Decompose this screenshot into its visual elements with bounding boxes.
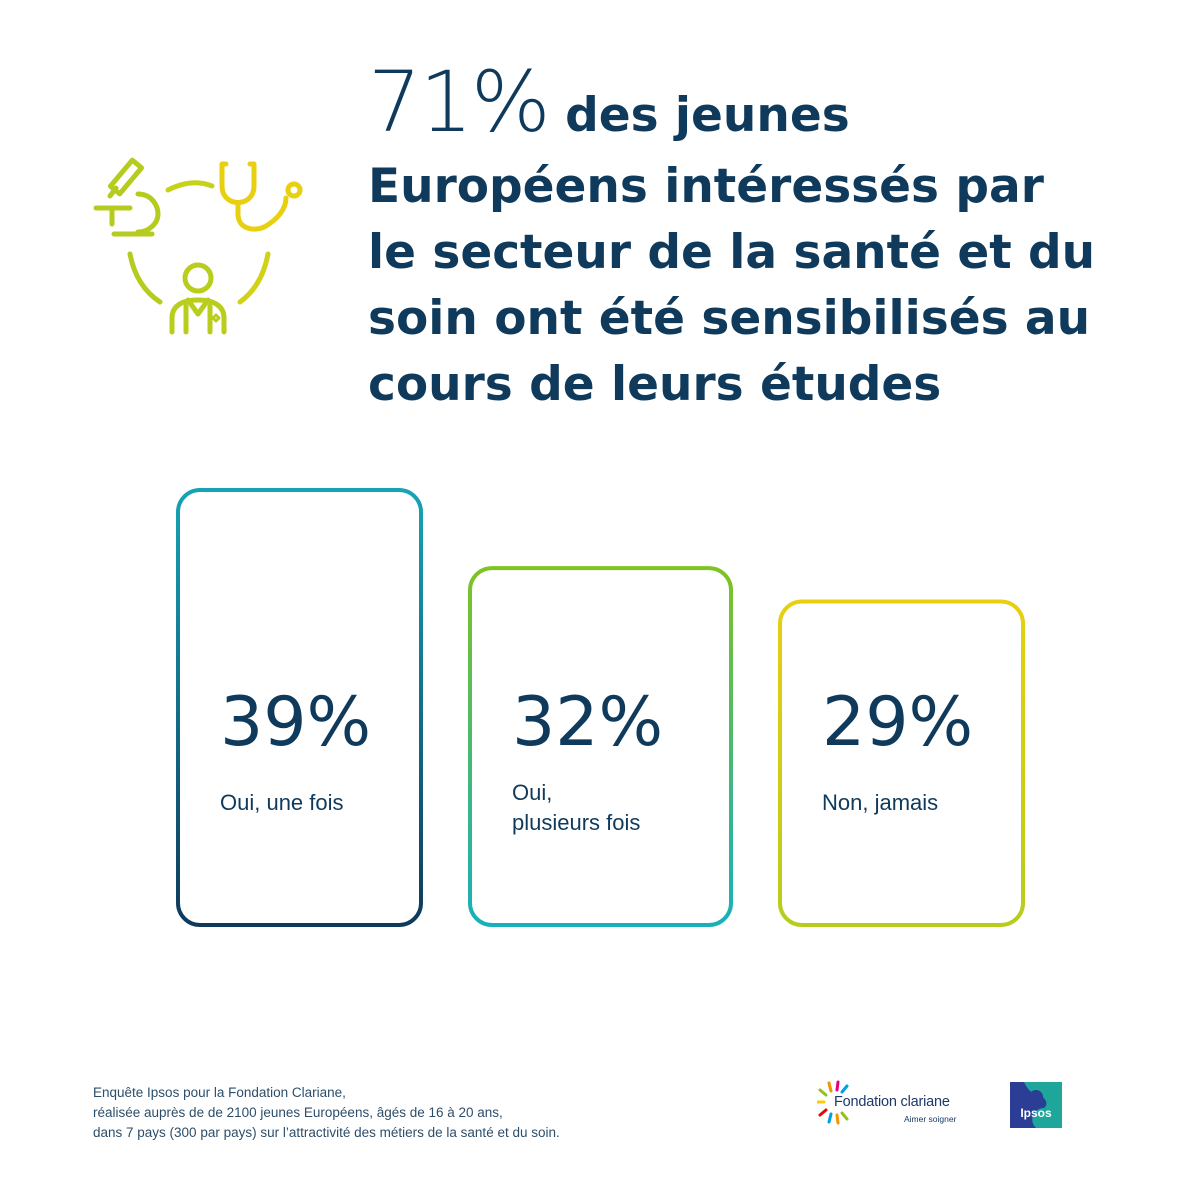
category-label-2-line-2: plusieurs fois bbox=[512, 810, 640, 835]
category-label-3: Non, jamais bbox=[822, 790, 938, 815]
bar-3 bbox=[778, 599, 1025, 928]
category-label-2-line-1: Oui, bbox=[512, 780, 552, 805]
connector-arc-left bbox=[127, 251, 163, 305]
clariane-sunburst-icon bbox=[817, 1080, 849, 1125]
ipsos-logo: Ipsos bbox=[1010, 1082, 1062, 1128]
microscope-icon bbox=[93, 157, 161, 237]
health-care-illustration bbox=[93, 157, 303, 335]
category-label-1: Oui, une fois bbox=[220, 790, 344, 815]
headline-big-percentage: 71% bbox=[368, 53, 551, 151]
fondation-clariane-tagline: Aimer soigner bbox=[904, 1114, 957, 1124]
ipsos-wordmark: Ipsos bbox=[1020, 1106, 1052, 1120]
headline-line-4: soin ont été sensibilisés au bbox=[368, 291, 1091, 346]
bar-value-label-2: 32% bbox=[512, 683, 663, 762]
doctor-icon bbox=[169, 262, 227, 335]
footnote-line-1: Enquête Ipsos pour la Fondation Clariane… bbox=[93, 1085, 346, 1100]
bar-value-label-1: 39% bbox=[220, 683, 371, 762]
stethoscope-icon bbox=[219, 161, 303, 232]
bar-1 bbox=[176, 488, 423, 927]
fondation-clariane-logo: Fondation clariane Aimer soigner bbox=[817, 1078, 977, 1128]
headline-line-2: Européens intéressés par bbox=[368, 159, 1044, 214]
footnote-line-2: réalisée auprès de de 2100 jeunes Europé… bbox=[93, 1105, 503, 1120]
connector-arc-top bbox=[165, 180, 215, 193]
survey-footnote: Enquête Ipsos pour la Fondation Clariane… bbox=[93, 1083, 560, 1143]
connector-arc-right bbox=[237, 251, 271, 305]
headline: 71% des jeunes Européens intéressés par … bbox=[368, 60, 1168, 418]
fondation-clariane-name: Fondation clariane bbox=[834, 1094, 950, 1110]
headline-line-3: le secteur de la santé et du bbox=[368, 225, 1096, 280]
headline-line-1: 71% des jeunes bbox=[368, 60, 1168, 154]
headline-line-5: cours de leurs études bbox=[368, 357, 942, 412]
bar-2 bbox=[468, 566, 733, 927]
survey-bar-chart: 39% Oui, une fois 32% Oui, plusieurs fois 29%… bbox=[176, 488, 1025, 928]
footnote-line-3: dans 7 pays (300 par pays) sur l’attract… bbox=[93, 1125, 560, 1140]
bar-value-label-3: 29% bbox=[822, 683, 973, 762]
ipsos-logo-shape bbox=[1010, 1082, 1062, 1128]
headline-text-1: des jeunes bbox=[548, 88, 850, 143]
